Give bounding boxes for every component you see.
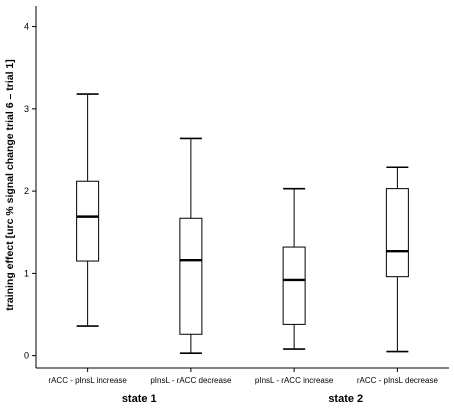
x-tick-labels: rACC - pInsL increase pInsL - rACC decrea… <box>48 368 438 385</box>
box-3 <box>282 187 306 350</box>
x-tick-label: rACC - pInsL decrease <box>357 376 439 385</box>
y-tick-label: 3 <box>24 104 29 114</box>
box-2 <box>179 137 203 354</box>
box-1 <box>76 93 100 327</box>
x-tick-label: pInsL - rACC decrease <box>150 376 232 385</box>
y-tick-label: 4 <box>24 22 29 32</box>
y-tick-label: 1 <box>24 268 29 278</box>
y-axis-label: training effect [urc % signal change tri… <box>4 59 16 310</box>
x-tick-label: rACC - pInsL increase <box>48 376 127 385</box>
box-iqr <box>282 246 306 325</box>
y-tick-label: 2 <box>24 186 29 196</box>
boxes <box>76 93 409 354</box>
y-tick-label: 0 <box>24 351 29 361</box>
group-label: state 1 <box>122 393 157 405</box>
group-labels: state 1 state 2 <box>122 393 363 405</box>
box-iqr <box>179 217 203 335</box>
box-iqr <box>385 188 409 278</box>
box-4 <box>385 166 409 353</box>
group-label: state 2 <box>328 393 363 405</box>
box-iqr <box>76 180 100 262</box>
axes: 0 1 2 3 4 <box>24 6 449 369</box>
x-tick-label: pInsL - rACC increase <box>255 376 334 385</box>
